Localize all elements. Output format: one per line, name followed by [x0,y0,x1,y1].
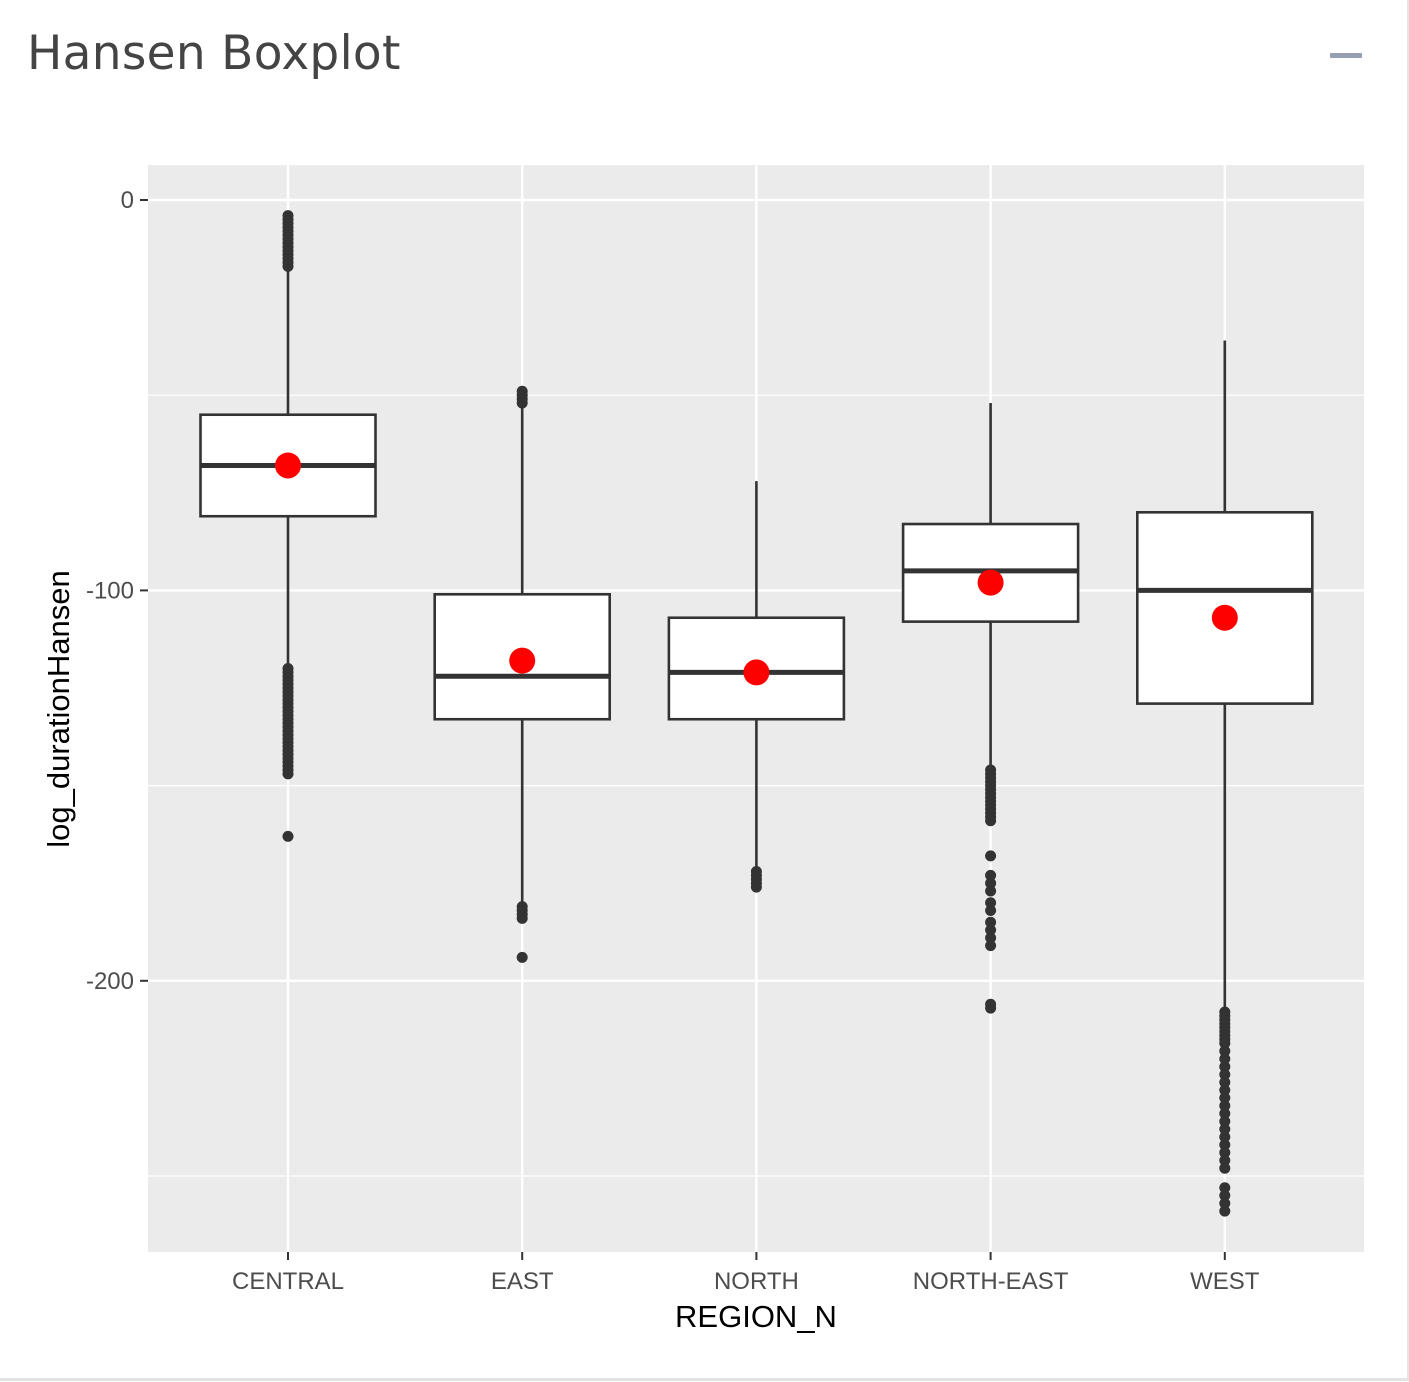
outlier-point [985,850,997,862]
outlier-point [1219,1115,1231,1127]
outlier-point [1219,1068,1231,1080]
box-north [667,481,846,893]
outlier-point [985,1002,997,1014]
outlier-point [1219,1084,1231,1096]
outlier-point [1219,1190,1231,1202]
outlier-point [1219,1076,1231,1088]
outlier-point [516,912,528,924]
y-tick-label: -100 [86,577,134,604]
box-north-east [901,403,1080,1014]
box-west [1136,340,1314,1217]
outlier-point [1219,1147,1231,1159]
outlier-point [282,768,294,780]
box-east [433,385,612,963]
outlier-point [1219,1045,1231,1057]
outlier-point [1219,1108,1231,1120]
boxes-layer [199,210,1314,1217]
outlier-point [516,397,528,409]
x-tick-label: NORTH-EAST [913,1268,1069,1295]
y-tick-label: -200 [86,968,134,995]
outlier-point [985,897,997,909]
y-tick-label: 0 [121,187,134,214]
mean-point [275,452,301,479]
outlier-point [1219,1100,1231,1112]
box-central [199,210,377,842]
outlier-point [1219,1123,1231,1135]
outlier-point [985,940,997,952]
mean-point [977,569,1004,596]
outlier-point [1219,1205,1231,1217]
outlier-point [985,815,997,827]
collapse-button[interactable] [1326,44,1366,70]
outlier-point [1219,1154,1231,1166]
outlier-point [985,877,997,889]
mean-point [1211,604,1238,631]
minus-icon [1330,53,1362,58]
outlier-point [985,905,997,917]
outlier-point [1219,1182,1231,1194]
y-axis-title: log_durationHansen [41,570,76,848]
outlier-point [985,885,997,897]
outlier-point [1219,1061,1231,1073]
axes-layer: 0 -100 -200 CENTRAL EAST NORTH NORTH-EAST WEST [86,187,1260,1295]
outlier-point [985,932,997,944]
outlier-point [750,881,762,893]
outlier-point [1219,1092,1231,1104]
outlier-point [282,830,294,842]
outlier-point [1219,1037,1231,1049]
x-tick-label: NORTH [714,1268,799,1295]
x-tick-label: CENTRAL [232,1268,344,1295]
outlier-point [985,869,997,881]
x-tick-label: WEST [1190,1268,1260,1295]
outlier-point [516,951,528,963]
outlier-point [985,916,997,928]
x-tick-label: EAST [491,1268,554,1295]
outlier-point [1219,1053,1231,1065]
outlier-point [1219,1162,1231,1174]
outlier-point [1219,1131,1231,1143]
mean-point [509,647,536,674]
outlier-point [1219,1139,1231,1151]
outlier-point [1219,1197,1231,1209]
mean-point [743,659,770,686]
card-title: Hansen Boxplot [27,26,401,81]
outlier-point [985,924,997,936]
x-axis-title: REGION_N [675,1299,837,1334]
outlier-point [282,260,294,272]
